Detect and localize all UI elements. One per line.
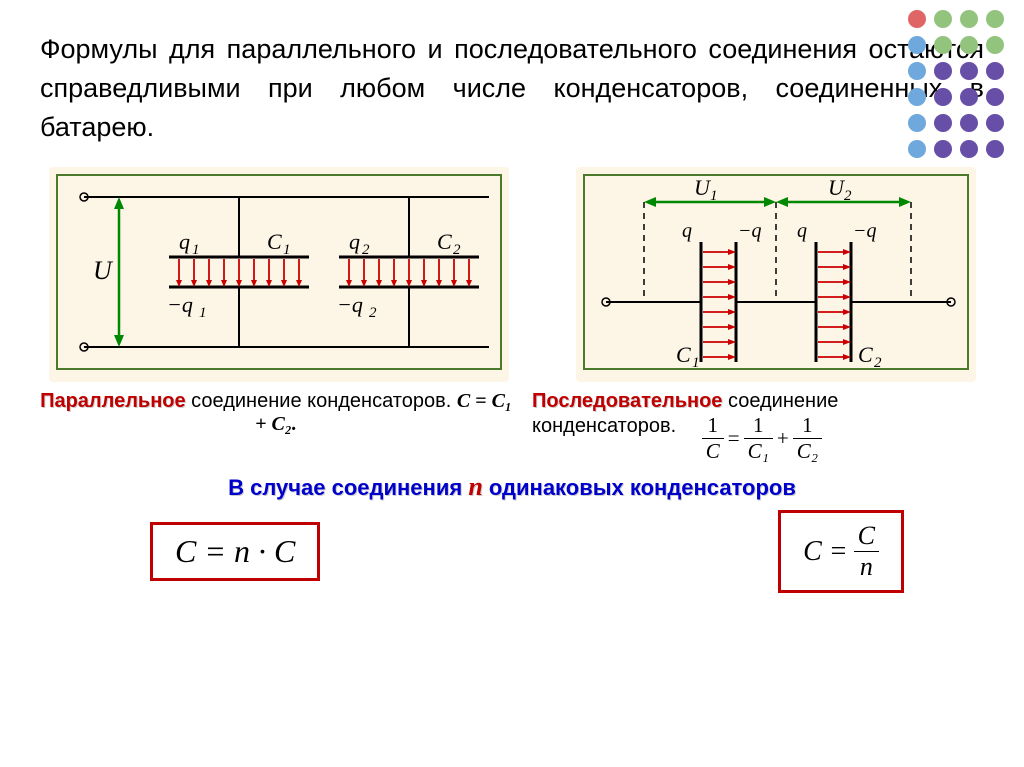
f-1b: 1 [744, 413, 773, 439]
sub-n: n [468, 472, 482, 501]
n-caps-subheading: В случае соединения n одинаковых конденс… [0, 464, 1024, 506]
svg-text:2: 2 [844, 188, 852, 204]
captions-row: Параллельное соединение конденсаторов. C… [0, 382, 1024, 464]
series-caption: Последовательное соединение конденсаторо… [512, 390, 984, 464]
decor-dot [934, 114, 952, 132]
svg-text:−q: −q [337, 292, 363, 317]
sub-prefix: В случае соединения [228, 475, 468, 500]
f-plus: + [777, 426, 789, 451]
decor-dot [960, 114, 978, 132]
series-sum-formula: 1C = 1C₁ + 1C₂ [702, 413, 822, 464]
decor-dot [908, 114, 926, 132]
decor-dot [908, 88, 926, 106]
formulas-row: C = n · C C = C n [0, 506, 1024, 593]
svg-text:q: q [349, 229, 360, 254]
formula-sn-num: C [854, 521, 879, 552]
svg-text:C: C [437, 229, 452, 254]
decor-dot [986, 114, 1004, 132]
series-word: Последовательное [532, 390, 722, 412]
decor-dot [960, 88, 978, 106]
series-diagram: U1 U2 q −q [576, 167, 976, 382]
decor-dot [986, 62, 1004, 80]
decor-dot [960, 10, 978, 28]
parallel-word: Параллельное [40, 390, 186, 412]
parallel-caption: Параллельное соединение конденсаторов. C… [40, 390, 512, 464]
svg-text:C: C [676, 342, 691, 367]
formula-pn-text: C = n · C [175, 533, 295, 569]
f-C: C [702, 439, 724, 464]
f-eq: = [728, 426, 740, 451]
formula-series-n: C = C n [778, 510, 904, 593]
svg-text:2: 2 [369, 305, 377, 321]
parallel-svg: U q1 C1 −q1 [49, 167, 509, 377]
svg-text:q: q [682, 220, 692, 242]
svg-text:−q: −q [167, 292, 193, 317]
svg-text:q: q [797, 220, 807, 242]
svg-text:1: 1 [283, 242, 291, 258]
decor-dot [960, 62, 978, 80]
svg-text:1: 1 [692, 355, 700, 371]
decor-dot [986, 36, 1004, 54]
svg-text:1: 1 [192, 242, 200, 258]
main-text-content: Формулы для параллельного и последовател… [40, 34, 984, 142]
svg-text:C: C [858, 342, 873, 367]
decor-dot [934, 10, 952, 28]
diagrams-container: U q1 C1 −q1 [0, 157, 1024, 382]
decor-dot [934, 62, 952, 80]
f-1: 1 [702, 413, 724, 439]
svg-text:2: 2 [874, 355, 882, 371]
decor-dot [960, 140, 978, 158]
svg-text:1: 1 [710, 188, 718, 204]
f-C1: C₁ [744, 439, 773, 464]
decor-dot [934, 36, 952, 54]
decor-dot [934, 140, 952, 158]
f-1c: 1 [793, 413, 822, 439]
decor-dot [908, 10, 926, 28]
svg-text:1: 1 [199, 305, 207, 321]
parallel-diagram: U q1 C1 −q1 [49, 167, 509, 382]
main-paragraph: Формулы для параллельного и последовател… [0, 0, 1024, 157]
decor-dot [908, 140, 926, 158]
svg-text:q: q [179, 229, 190, 254]
svg-text:−q: −q [853, 220, 877, 242]
sub-suffix: одинаковых конденсаторов [483, 475, 796, 500]
decor-dot [960, 36, 978, 54]
formula-sn-lhs: C = [803, 536, 848, 568]
decor-dot [908, 62, 926, 80]
formula-sn-den: n [854, 552, 879, 582]
corner-dots [908, 10, 1006, 160]
f-C2: C₂ [793, 439, 822, 464]
svg-text:U: U [93, 256, 114, 285]
svg-text:−q: −q [738, 220, 762, 242]
svg-text:2: 2 [453, 242, 461, 258]
svg-text:C: C [267, 229, 282, 254]
svg-text:2: 2 [362, 242, 370, 258]
decor-dot [986, 140, 1004, 158]
decor-dot [908, 36, 926, 54]
parallel-rest: соединение конденсаторов. [186, 390, 457, 412]
series-svg: U1 U2 q −q [576, 167, 976, 377]
decor-dot [934, 88, 952, 106]
decor-dot [986, 10, 1004, 28]
formula-parallel-n: C = n · C [150, 522, 320, 581]
decor-dot [986, 88, 1004, 106]
